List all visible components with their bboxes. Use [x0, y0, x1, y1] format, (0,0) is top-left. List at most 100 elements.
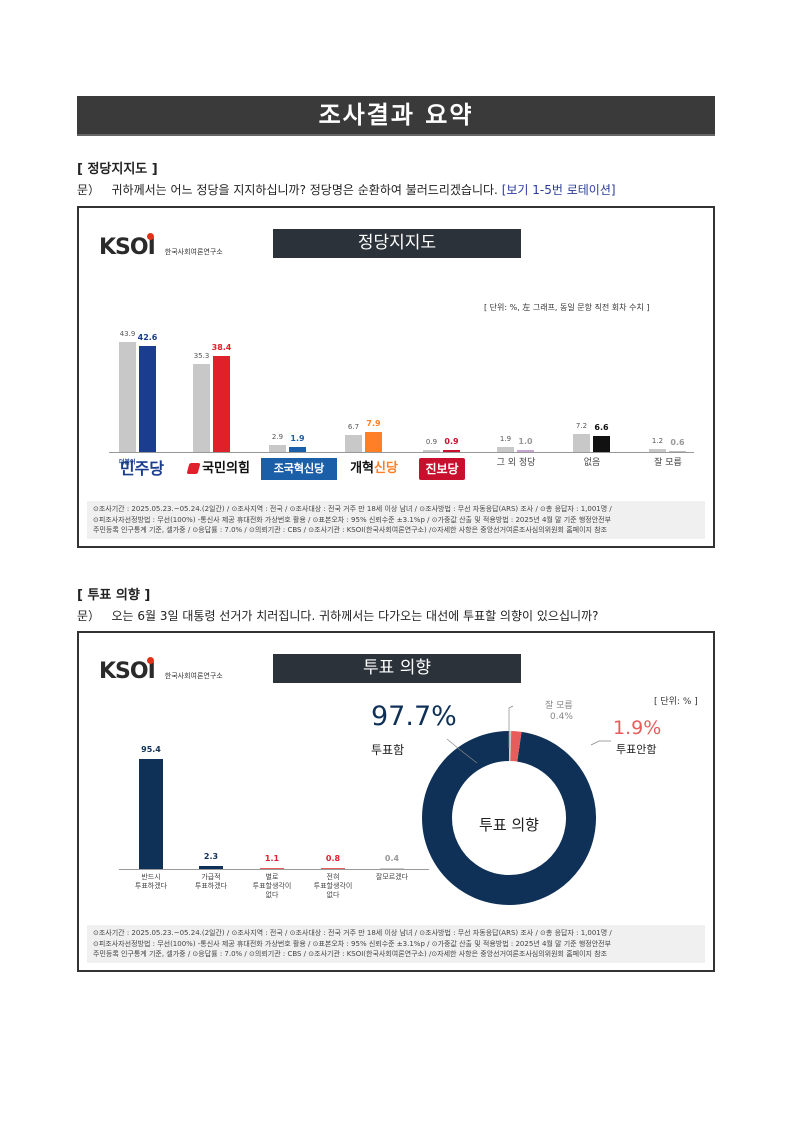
vote-category-label: 별로 투표할생각이 없다	[252, 873, 292, 899]
category-label: 없음	[583, 458, 601, 468]
party-label-rebuild: 조국혁신당	[261, 458, 337, 480]
footer-line: 주민등록 인구통계 기준, 셀가중 / ⊙응답률 : 7.0% / ⊙의뢰기관 …	[93, 526, 608, 534]
party-label-ppp: 국민의힘	[183, 458, 255, 480]
bar-current	[443, 449, 460, 452]
vote-value-label: 1.1	[264, 853, 280, 863]
value-label-previous: 1.9	[499, 435, 512, 444]
bar-previous	[345, 435, 362, 452]
value-label-current: 1.0	[518, 436, 533, 446]
vote-category-label: 전혀 투표할생각이 없다	[313, 873, 353, 899]
footer-line: ⊙피조사자선정방법 : 무선(100%) -통신사 제공 휴대전화 가상번호 활…	[93, 515, 612, 524]
value-label-previous: 0.9	[425, 437, 438, 446]
question-prefix: 문）	[77, 609, 101, 623]
value-label-current: 42.6	[137, 332, 158, 342]
logo-text: KSOI	[99, 235, 156, 260]
bar-current	[593, 435, 610, 452]
value-label-current: 7.9	[366, 419, 381, 429]
bar-previous	[193, 363, 210, 452]
survey-footer: ⊙조사기간 : 2025.05.23.~05.24.(2일간) / ⊙조사지역 …	[87, 501, 705, 539]
section-heading-party: [ 정당지지도 ]	[77, 162, 158, 177]
survey-footer: ⊙조사기간 : 2025.05.23.~05.24.(2일간) / ⊙조사지역 …	[87, 925, 705, 963]
value-label-current: 6.6	[594, 422, 609, 432]
panel-title-vote: 투표 의향	[273, 654, 521, 683]
vote-value-label: 2.3	[203, 852, 219, 862]
logo-text: KSOI	[99, 659, 156, 684]
ksoi-logo: KSOI 한국사회여론연구소	[99, 233, 223, 260]
party-label-minju-text: 민주당	[119, 459, 165, 478]
unit-note: [ 단위: %, 左 그래프, 동일 문항 직전 회차 수치 ]	[484, 303, 650, 312]
value-label-current: 1.9	[290, 434, 305, 444]
bar-current	[517, 449, 534, 452]
vote-label: 투표함	[371, 743, 405, 757]
value-label-previous: 7.2	[575, 422, 588, 430]
party-label-progressive: 진보당	[419, 458, 465, 480]
value-label-previous: 1.2	[651, 437, 664, 445]
bar-current	[669, 450, 686, 452]
vote-bar	[380, 867, 404, 869]
footer-line: ⊙조사기간 : 2025.05.23.~05.24.(2일간) / ⊙조사지역 …	[93, 929, 612, 937]
value-label-current: 38.4	[211, 343, 232, 352]
question-party: 문） 귀하께서는 어느 정당을 지지하십니까? 정당명은 순환하여 불러드리겠습…	[77, 181, 616, 198]
bar-previous	[423, 449, 440, 452]
vote-bar	[199, 866, 223, 869]
bar-current	[289, 447, 306, 452]
vote-category-label: 반드시 투표하겠다	[134, 873, 168, 890]
unit-note: [ 단위: % ]	[654, 697, 698, 707]
category-label: 잘 모름	[654, 458, 682, 468]
question-prefix: 문）	[77, 183, 101, 197]
footer-line: ⊙피조사자선정방법 : 무선(100%) -통신사 제공 휴대전화 가상번호 활…	[93, 939, 612, 948]
question-text: 귀하께서는 어느 정당을 지지하십니까? 정당명은 순환하여 불러드리겠습니다.	[111, 183, 498, 197]
logo-sub: 한국사회여론연구소	[164, 248, 223, 256]
bar-previous	[573, 434, 590, 452]
party-support-panel: KSOI 한국사회여론연구소 정당지지도 [ 단위: %, 左 그래프, 동일 문…	[77, 206, 715, 548]
bar-previous	[269, 444, 286, 452]
footer-line: ⊙조사기간 : 2025.05.23.~05.24.(2일간) / ⊙조사지역 …	[93, 505, 612, 513]
dk-pct: 0.4%	[550, 712, 573, 722]
question-note: [보기 1-5번 로테이션]	[501, 183, 616, 197]
novote-label: 투표안함	[616, 743, 657, 756]
panel-title-party: 정당지지도	[273, 229, 521, 258]
value-label-previous: 35.3	[193, 351, 210, 360]
donut-slice-vote	[422, 731, 596, 905]
bar-current	[139, 345, 156, 452]
logo-sub: 한국사회여론연구소	[164, 672, 223, 680]
bar-current	[213, 356, 230, 452]
value-label-previous: 6.7	[347, 423, 360, 432]
page-title: 조사결과 요약	[77, 96, 715, 136]
ksoi-logo: KSOI 한국사회여론연구소	[99, 657, 223, 684]
bar-previous	[497, 447, 514, 452]
value-label-current: 0.6	[670, 437, 685, 447]
section-heading-vote: [ 투표 의향 ]	[77, 588, 151, 603]
party-label-ppp-text: 국민의힘	[202, 461, 250, 476]
ppp-logo-icon	[186, 463, 201, 474]
vote-value-label: 95.4	[141, 745, 161, 755]
party-label-minju: 더불어 민주당	[119, 459, 165, 478]
value-label-previous: 43.9	[119, 330, 136, 339]
vote-value-label: 0.4	[384, 853, 400, 863]
party-chart-baseline	[109, 452, 694, 453]
donut-slice-novote	[510, 731, 522, 762]
vote-bar	[260, 867, 284, 869]
bar-previous	[649, 449, 666, 452]
vote-pct: 97.7%	[371, 701, 457, 732]
value-label-previous: 2.9	[271, 432, 284, 441]
party-label-reform: 개혁신당	[350, 461, 398, 476]
novote-pct: 1.9%	[613, 717, 662, 739]
question-vote: 문） 오는 6월 3일 대통령 선거가 치러집니다. 귀하께서는 다가오는 대선…	[77, 607, 598, 624]
bar-current	[365, 432, 382, 452]
value-label-current: 0.9	[444, 436, 459, 446]
vote-chart-baseline	[119, 869, 429, 870]
donut-center-label: 투표 의향	[479, 816, 539, 834]
bar-previous	[119, 342, 136, 452]
dk-label: 잘 모름	[545, 701, 573, 711]
vote-intention-panel: KSOI 한국사회여론연구소 투표 의향 [ 단위: % ] 95.4 반드시 투표하…	[77, 631, 715, 972]
vote-bar	[139, 759, 163, 869]
vote-category-label: 잘모르겠다	[375, 873, 409, 881]
vote-bar	[321, 867, 345, 869]
category-label: 그 외 정당	[496, 458, 536, 468]
footer-line: 주민등록 인구통계 기준, 셀가중 / ⊙응답률 : 7.0% / ⊙의뢰기관 …	[93, 950, 608, 958]
vote-category-label: 가급적 투표하겠다	[194, 873, 228, 890]
question-text: 오는 6월 3일 대통령 선거가 치러집니다. 귀하께서는 다가오는 대선에 투…	[111, 609, 599, 623]
vote-value-label: 0.8	[325, 853, 341, 863]
donut-leader-lines	[446, 705, 611, 764]
